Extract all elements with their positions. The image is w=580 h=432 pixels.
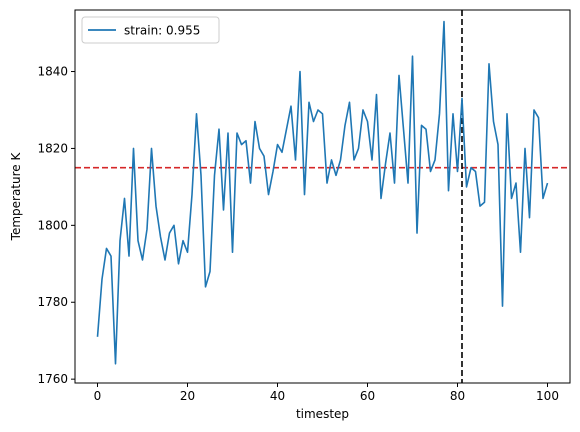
x-tick-label: 60 bbox=[360, 389, 375, 403]
y-axis: 1760 1780 1800 1820 1840 bbox=[37, 65, 75, 386]
x-tick-label: 40 bbox=[270, 389, 285, 403]
series-group bbox=[96, 20, 549, 365]
x-axis-label: timestep bbox=[296, 407, 349, 421]
x-tick-label: 100 bbox=[536, 389, 559, 403]
legend-label: strain: 0.955 bbox=[124, 24, 200, 38]
y-tick-label: 1820 bbox=[37, 141, 68, 155]
y-tick-label: 1840 bbox=[37, 65, 68, 79]
plot-frame bbox=[74, 9, 571, 384]
series-line-0 bbox=[96, 20, 549, 365]
legend: strain: 0.955 bbox=[81, 16, 220, 44]
y-tick-label: 1760 bbox=[37, 372, 68, 386]
x-tick-label: 20 bbox=[180, 389, 195, 403]
legend-box bbox=[81, 16, 220, 44]
y-axis-label: Temperature K bbox=[9, 152, 23, 242]
x-tick-label: 0 bbox=[94, 389, 102, 403]
y-tick-label: 1780 bbox=[37, 295, 68, 309]
reference-lines bbox=[75, 10, 570, 383]
x-tick-label: 80 bbox=[450, 389, 465, 403]
y-tick-label: 1800 bbox=[37, 218, 68, 232]
x-axis: 0 20 40 60 80 100 bbox=[94, 383, 559, 403]
